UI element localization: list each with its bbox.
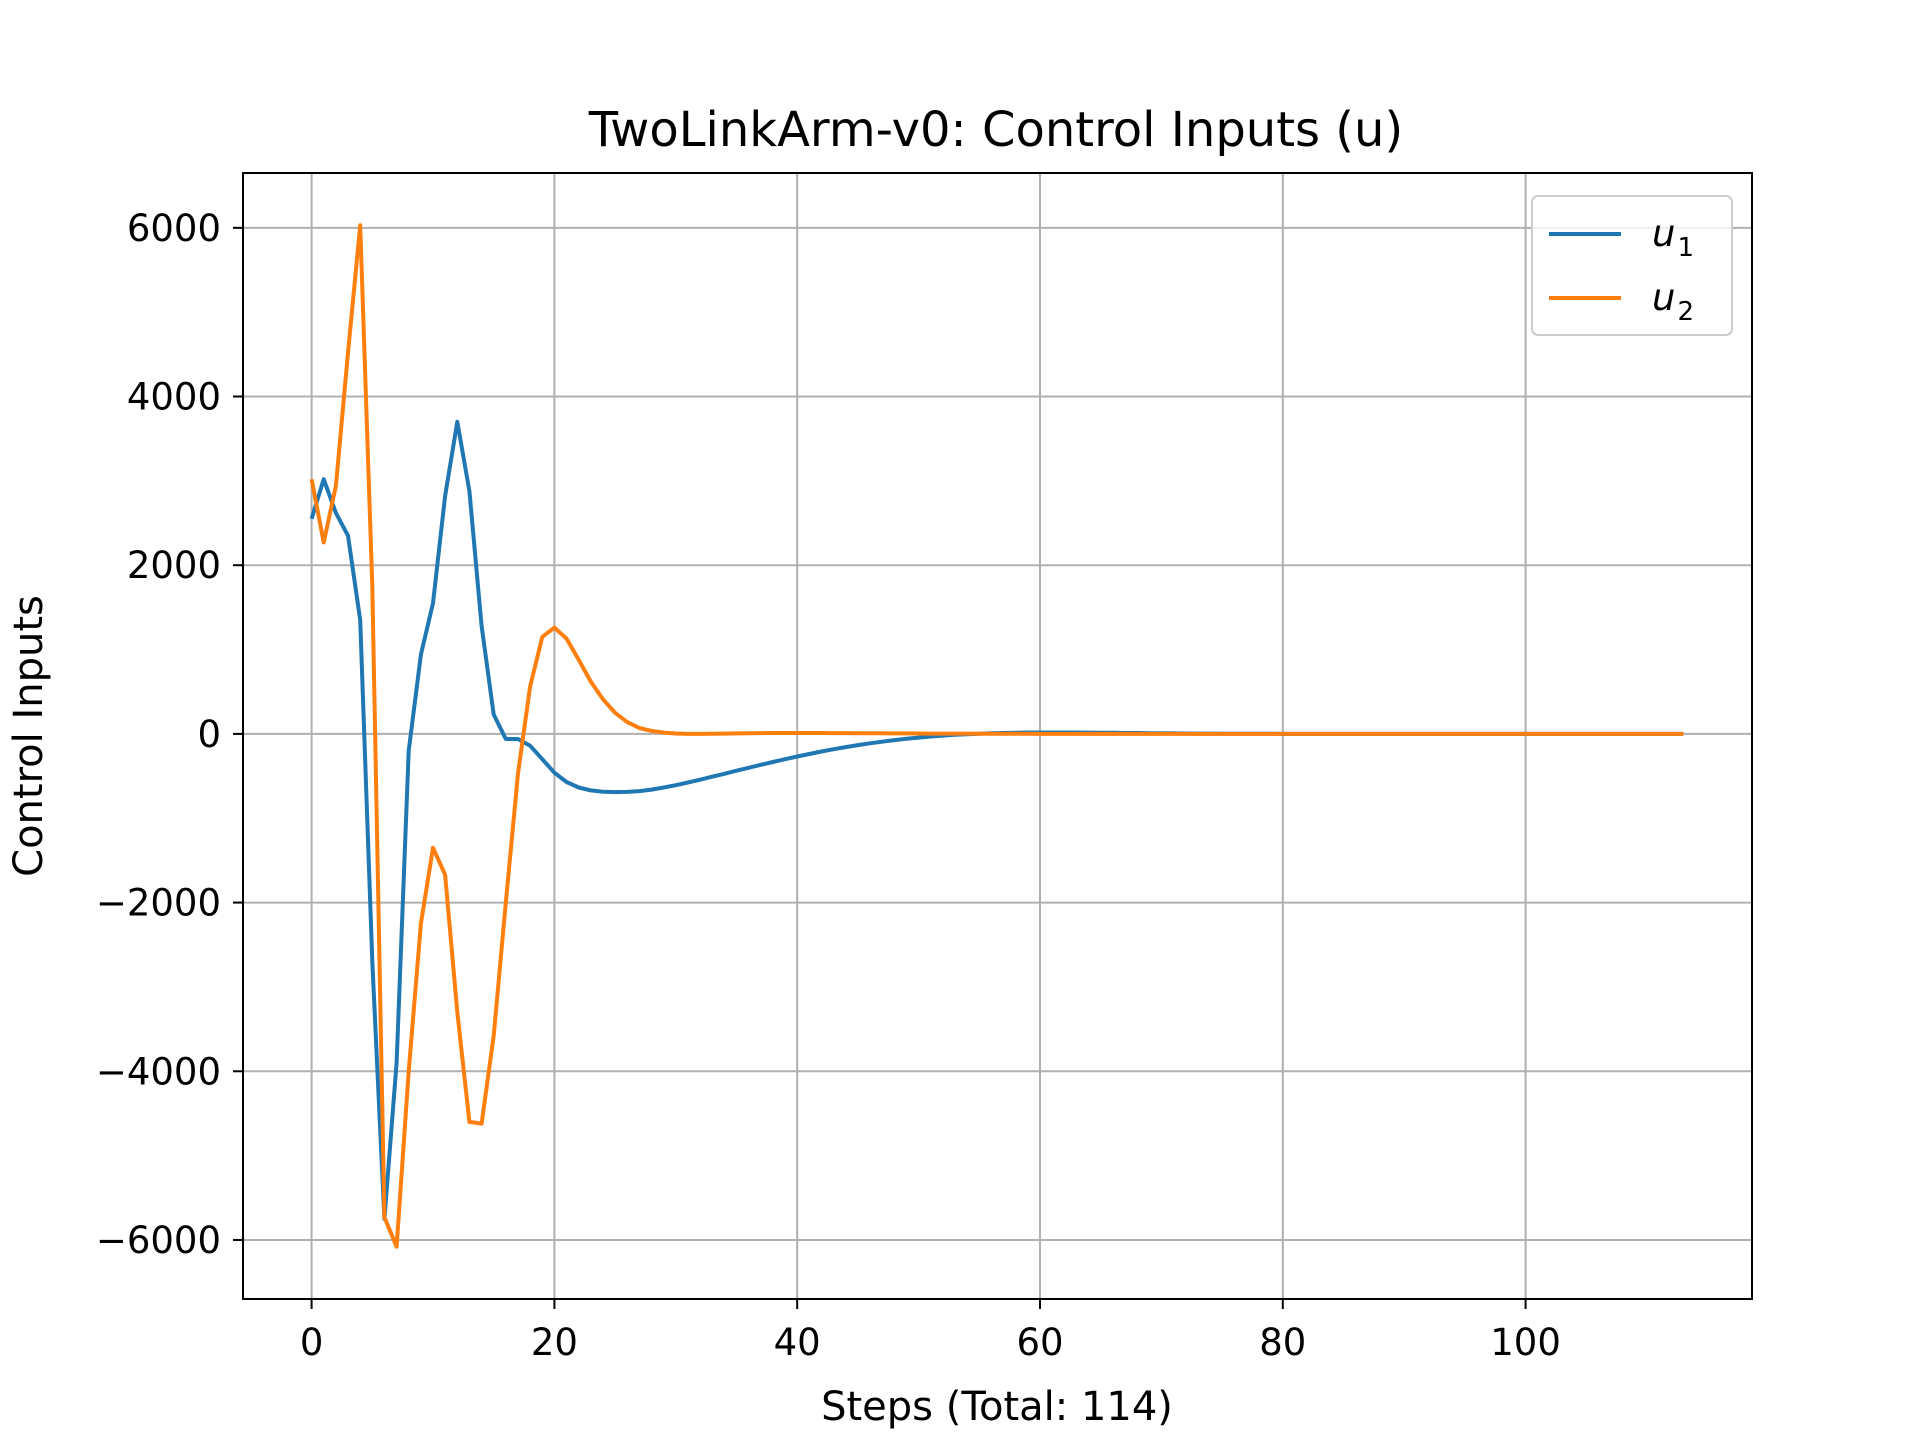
y-tick-label: −6000 xyxy=(96,1219,221,1262)
legend-label-main: u xyxy=(1652,276,1675,319)
x-tick-label: 40 xyxy=(774,1321,821,1364)
axis-ticks: 0 20 40 60 80 100 −6000 −4000 −2000 0 2000 4000 6000 xyxy=(96,207,1561,1364)
y-tick-label: 2000 xyxy=(127,544,221,587)
x-tick-label: 80 xyxy=(1259,1321,1306,1364)
legend-label-subscript: 2 xyxy=(1677,297,1694,327)
x-tick-label: 0 xyxy=(300,1321,324,1364)
x-tick-label: 20 xyxy=(531,1321,578,1364)
legend-label: u2 xyxy=(1652,276,1694,327)
x-axis-label: Steps (Total: 114) xyxy=(821,1384,1173,1430)
legend-label: u1 xyxy=(1652,212,1694,263)
y-tick-label: 0 xyxy=(197,713,221,756)
axes-frame xyxy=(242,172,1753,1300)
plot-lines xyxy=(309,223,1684,1249)
legend-label-subscript: 1 xyxy=(1677,233,1694,263)
y-axis-label: Control Inputs xyxy=(6,595,52,877)
legend-label-main: u xyxy=(1652,212,1675,255)
x-tick-label: 100 xyxy=(1490,1321,1561,1364)
y-tick-label: 4000 xyxy=(127,376,221,419)
y-tick-label: 6000 xyxy=(127,207,221,250)
x-tick-label: 60 xyxy=(1016,1321,1063,1364)
chart-title: TwoLinkArm-v0: Control Inputs (u) xyxy=(588,102,1403,158)
y-tick-label: −4000 xyxy=(96,1050,221,1093)
legend-box xyxy=(1531,195,1733,336)
y-tick-label: −2000 xyxy=(96,882,221,925)
series-line-u2 xyxy=(309,223,1684,1249)
